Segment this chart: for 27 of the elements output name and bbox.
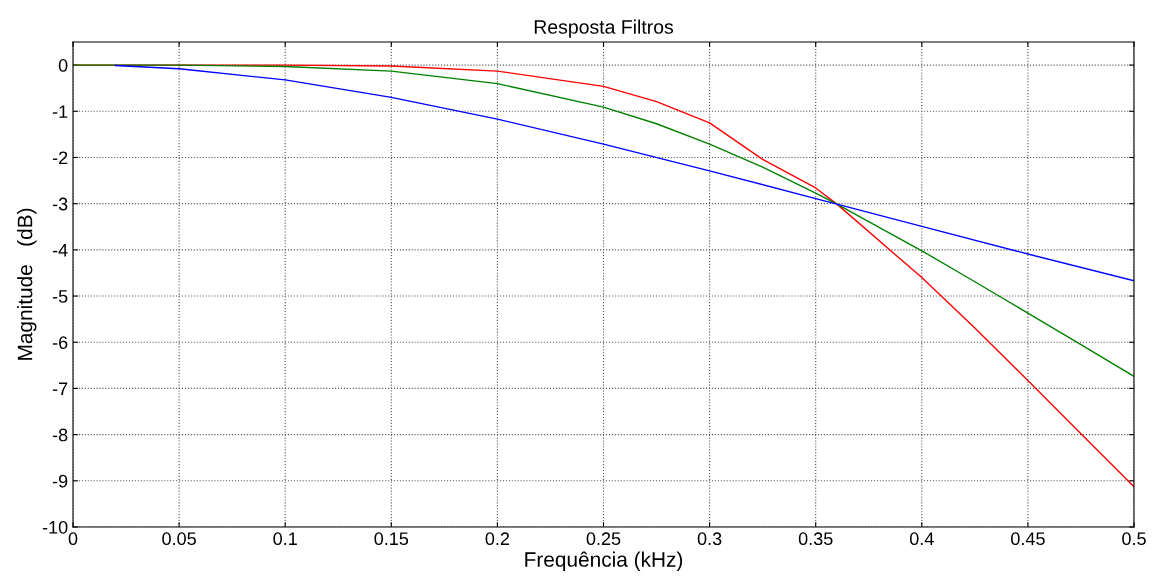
x-tick-label: 0.5	[1122, 532, 1146, 546]
y-tick-label: -3	[52, 197, 68, 211]
x-tick-label: 0.15	[374, 532, 409, 546]
y-tick-label: -1	[52, 105, 68, 118]
x-tick-label: 0.1	[273, 532, 297, 546]
y-tick-label: -10	[42, 520, 68, 534]
y-axis-title: Magnitude (dB)	[17, 208, 37, 360]
line-series	[114, 64, 1134, 282]
x-tick-label: 0.3	[697, 532, 722, 546]
x-tick-label: 0.45	[1011, 532, 1045, 546]
line-series	[73, 64, 1134, 378]
chart-title: Resposta Filtros	[534, 19, 674, 38]
x-axis-title: Frequência (kHz)	[525, 551, 683, 571]
y-tick-label: 0	[58, 59, 68, 72]
y-tick-label: -9	[52, 474, 68, 488]
x-tick-label: 0	[68, 532, 78, 546]
y-tick-label: -8	[52, 428, 68, 442]
x-tick-label: 0.05	[162, 532, 196, 546]
y-tick-label: -7	[52, 382, 68, 395]
y-tick-label: -5	[52, 290, 68, 303]
x-tick-label: 0.4	[909, 532, 934, 546]
y-tick-label: -4	[52, 243, 68, 257]
y-tick-label: -6	[52, 336, 68, 349]
x-tick-label: 0.25	[586, 532, 621, 546]
y-tick-label: -2	[52, 151, 68, 165]
x-tick-label: 0.35	[798, 532, 833, 546]
x-tick-label: 0.2	[485, 532, 510, 546]
